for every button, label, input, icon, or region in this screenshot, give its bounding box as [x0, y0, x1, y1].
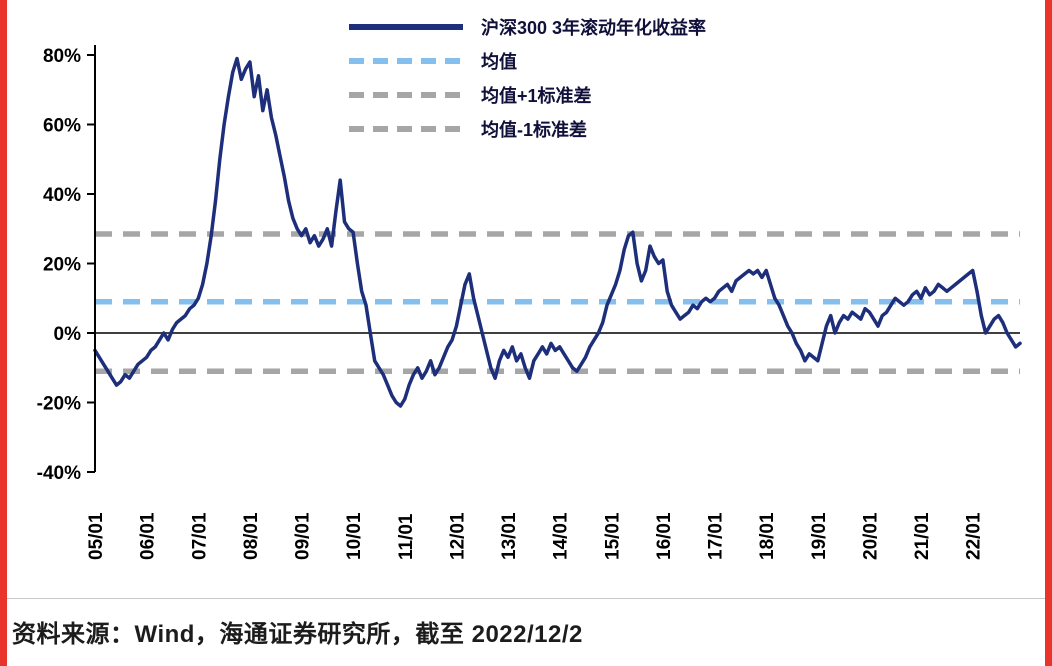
chart-svg: 80% 60% 40% 20% 0% -20% -40% 05/01 06/01 07/01 08/… [37, 45, 1022, 560]
left-red-border [0, 0, 7, 666]
y-tick-label: -20% [37, 394, 81, 415]
series-line [93, 56, 1022, 408]
legend-item-minus1sd: 均值-1标准差 [347, 116, 706, 142]
source-caption: 资料来源：Wind，海通证券研究所，截至 2022/12/2 [12, 621, 583, 648]
legend-line-swatch-plus1sd [349, 92, 463, 98]
chart-legend: 沪深300 3年滚动年化收益率 均值 均值+1标准差 均值-1标准差 [347, 14, 706, 142]
legend-line-swatch-series [349, 24, 463, 30]
y-tick-label: 20% [43, 255, 81, 276]
legend-label-minus1sd: 均值-1标准差 [481, 120, 588, 140]
caption-divider [7, 598, 1045, 599]
y-tick-label: -40% [37, 463, 81, 484]
x-tick-label: 14/01 [551, 512, 572, 560]
y-tick-label: 60% [43, 116, 81, 137]
legend-item-plus1sd: 均值+1标准差 [347, 82, 706, 108]
legend-line-swatch-mean [349, 58, 463, 64]
x-tick-label: 05/01 [86, 512, 107, 560]
x-tick-label: 08/01 [241, 512, 262, 560]
legend-item-mean: 均值 [347, 48, 706, 74]
legend-line-swatch-minus1sd [349, 126, 463, 132]
legend-item-series: 沪深300 3年滚动年化收益率 [347, 14, 706, 40]
x-tick-label: 06/01 [138, 512, 159, 560]
x-tick-label: 17/01 [706, 512, 727, 560]
x-tick-label: 21/01 [912, 512, 933, 560]
x-tick-label: 18/01 [757, 512, 778, 560]
x-tick-label: 11/01 [396, 513, 417, 560]
legend-label-plus1sd: 均值+1标准差 [481, 86, 592, 106]
x-tick-label: 13/01 [499, 512, 520, 560]
x-tick-label: 07/01 [189, 512, 210, 560]
x-tick-label: 10/01 [344, 512, 365, 560]
y-tick-label: 80% [43, 46, 81, 67]
x-tick-label: 20/01 [860, 512, 881, 560]
x-tick-label: 15/01 [602, 512, 623, 560]
x-tick-label: 12/01 [447, 512, 468, 560]
y-tick-label: 40% [43, 185, 81, 206]
x-tick-label: 19/01 [809, 512, 830, 560]
legend-label-mean: 均值 [481, 52, 517, 72]
x-tick-label: 16/01 [654, 512, 675, 560]
y-tick-label: 0% [54, 324, 82, 345]
legend-label-series: 沪深300 3年滚动年化收益率 [481, 18, 707, 38]
x-tick-label: 22/01 [964, 512, 985, 560]
right-red-border [1045, 0, 1052, 666]
x-tick-label: 09/01 [293, 512, 314, 560]
